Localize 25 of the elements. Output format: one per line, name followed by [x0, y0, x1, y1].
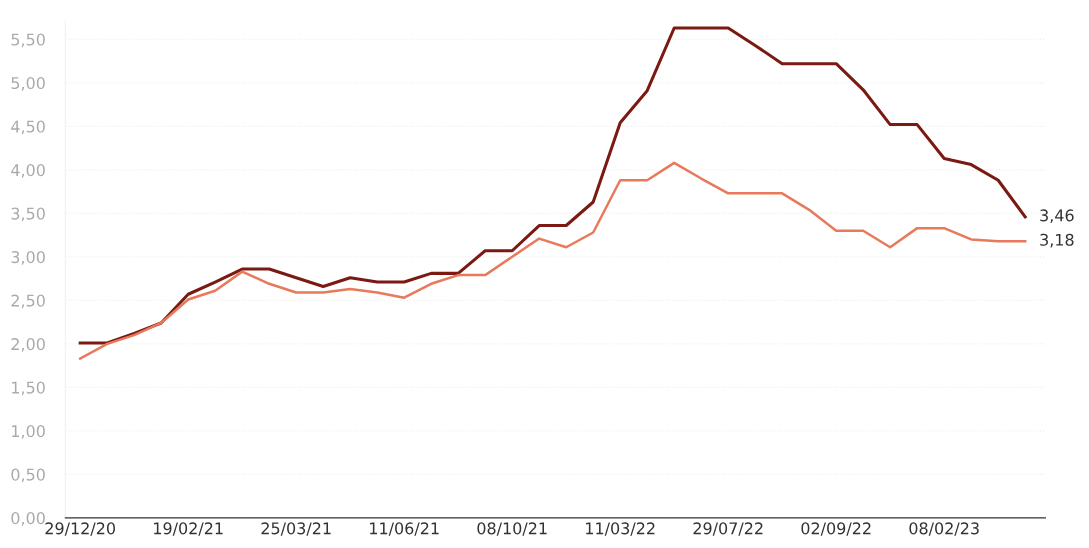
annotation: 3,46 [1040, 209, 1074, 224]
x-tick-label: 02/09/22 [801, 522, 871, 536]
y-tick-label: 0,50 [11, 468, 45, 483]
annotation: 3,18 [1040, 233, 1074, 248]
x-tick-label: 29/07/22 [693, 522, 763, 536]
y-tick-label: 2,50 [11, 294, 45, 309]
x-tick-label: 08/02/23 [909, 522, 979, 536]
y-tick-label: 3,50 [11, 207, 45, 222]
line-series [78, 26, 1027, 345]
y-tick-label: 1,50 [12, 381, 45, 396]
x-tick-label: 08/10/21 [477, 522, 547, 536]
x-tick-label: 19/02/21 [154, 522, 223, 536]
x-tick-label: 11/06/21 [370, 522, 439, 536]
y-tick-label: 0,00 [11, 512, 45, 526]
y-tick-label: 5,50 [11, 33, 45, 48]
y-tick-label: 2,00 [11, 338, 45, 352]
y-tick-label: 1,00 [12, 425, 45, 439]
y-tick-label: 3,00 [11, 251, 45, 265]
x-tick-label: 25/03/21 [261, 522, 331, 536]
y-tick-label: 4,00 [11, 164, 45, 178]
x-tick-label: 11/03/22 [586, 522, 655, 536]
line-series [78, 161, 1027, 360]
x-tick-label: 29/12/20 [45, 522, 115, 536]
y-tick-label: 5,00 [11, 77, 45, 91]
y-tick-label: 4,50 [11, 120, 45, 135]
